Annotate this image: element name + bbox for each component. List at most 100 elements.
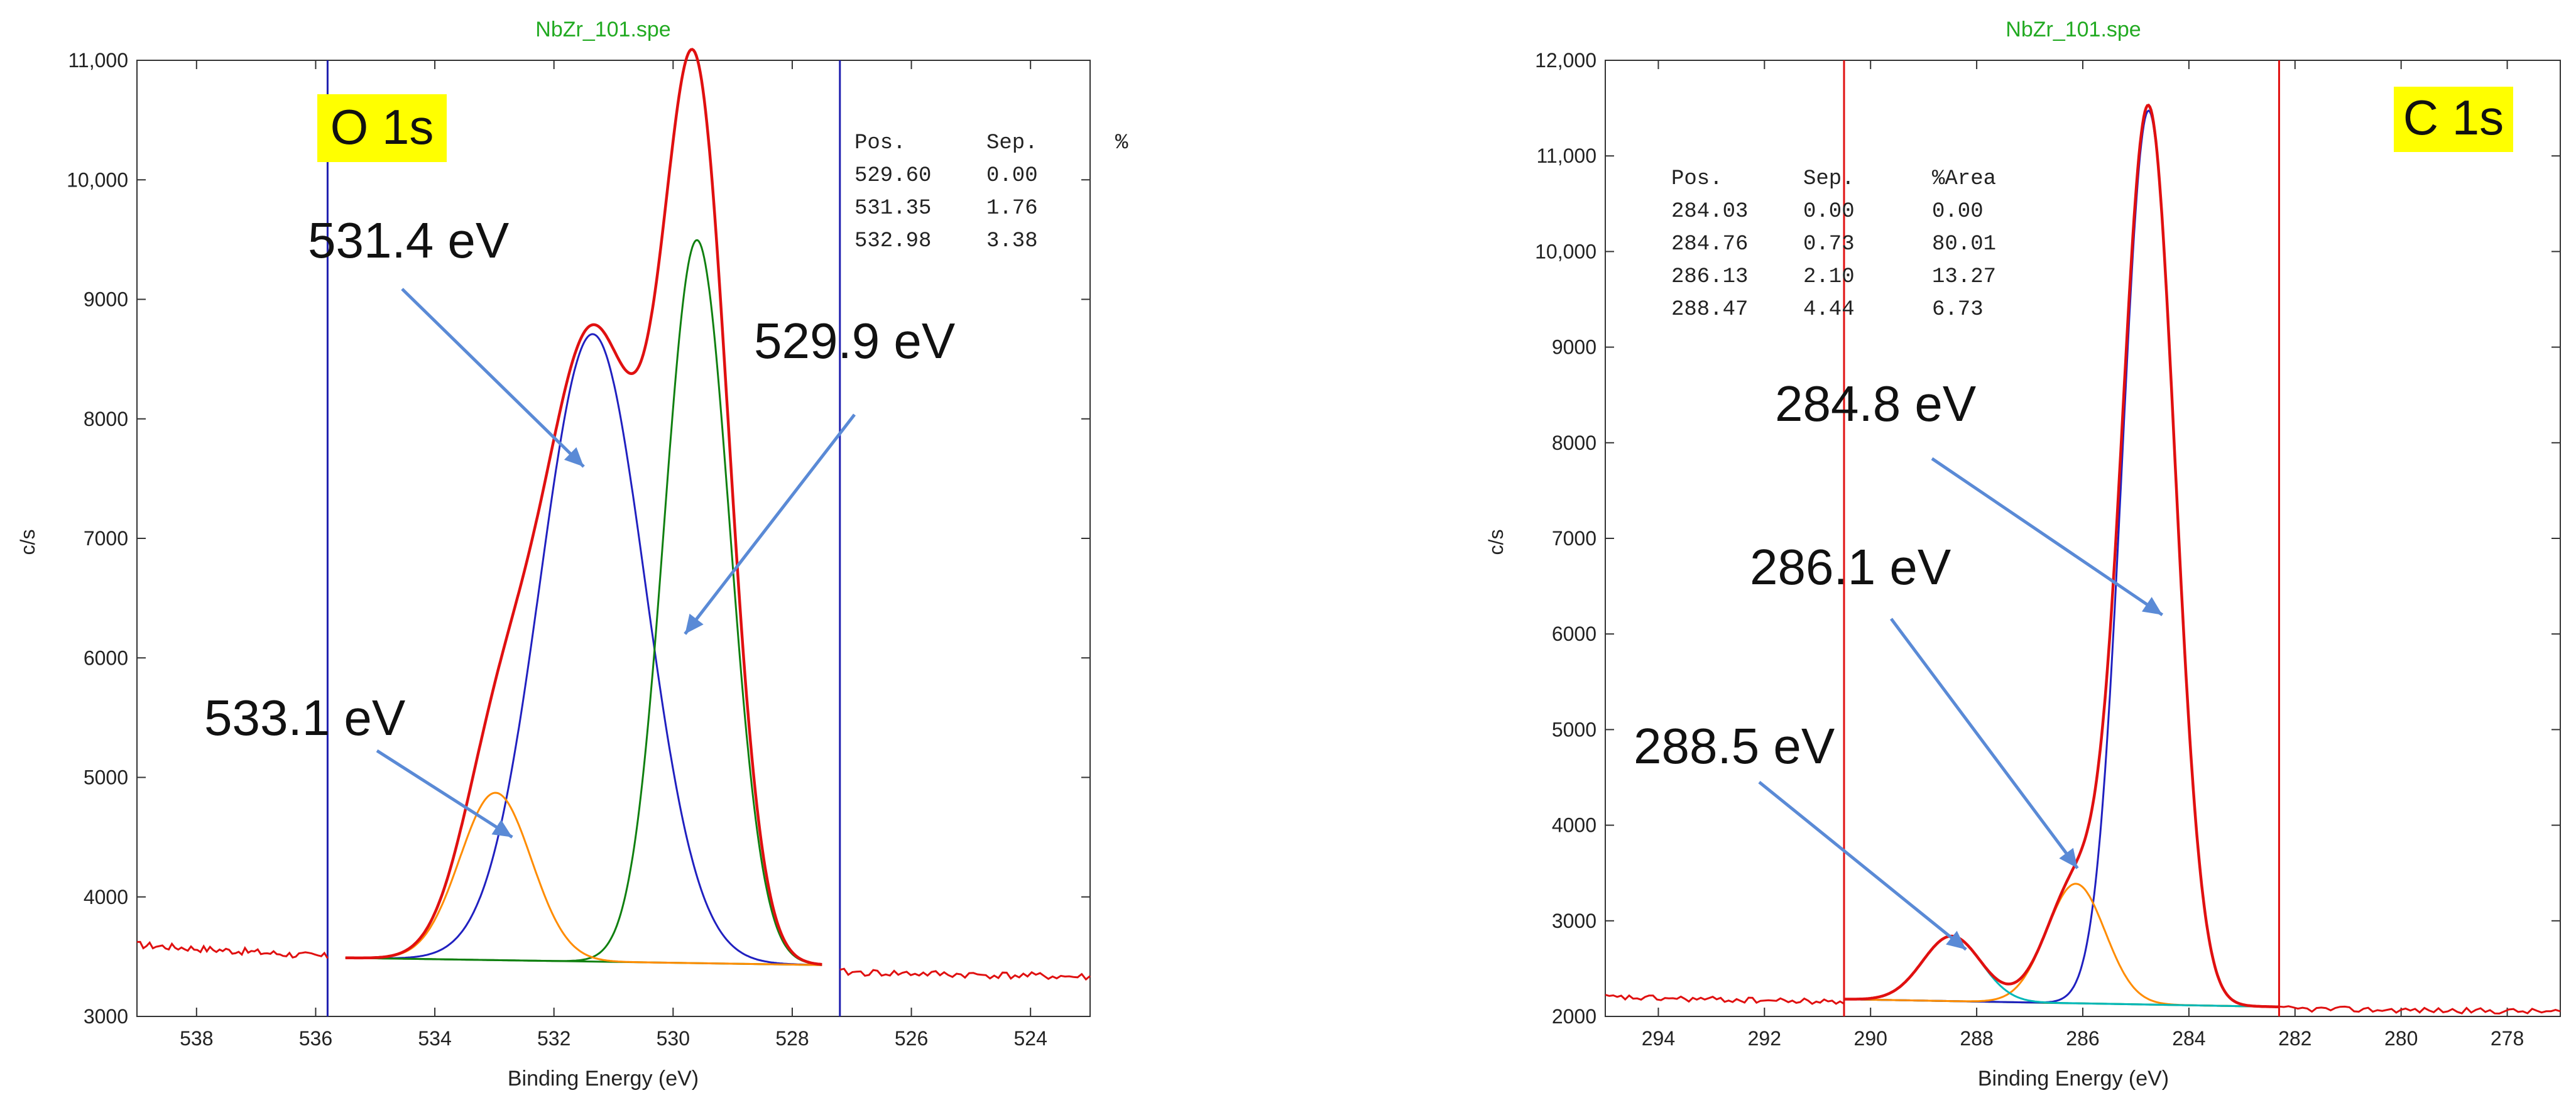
peak-annotation: 284.8 eV: [1775, 376, 1977, 432]
y-tick-label: 3000: [84, 1005, 128, 1028]
fit-table-header: %: [1115, 131, 1128, 155]
region-label-box: [317, 94, 447, 162]
series-layer: [1605, 103, 2561, 1015]
x-tick-label: 292: [1748, 1027, 1781, 1050]
fit-table-cell: 3.38: [986, 229, 1038, 253]
x-axis-label: Binding Energy (eV): [508, 1067, 699, 1091]
fit-table-cell: 0.00: [1932, 200, 1984, 224]
y-tick-label: 7000: [84, 527, 128, 550]
fit-table-cell: 286.13: [1671, 265, 1748, 289]
annotation-arrowhead: [2059, 847, 2078, 869]
c1s-spectrum-panel: NbZr_101.spe c/s Binding Energy (eV) 294…: [1485, 18, 2561, 1091]
y-axis-label: c/s: [1485, 530, 1507, 555]
region-label-text: O 1s: [330, 99, 434, 155]
x-tick-label: 280: [2384, 1027, 2418, 1050]
fit-table-header: Pos.: [1671, 167, 1723, 191]
y-tick-label: 11,000: [1537, 144, 1597, 167]
region-label: O 1s: [317, 94, 447, 162]
y-tick-label: 10,000: [67, 168, 128, 191]
y-tick-label: 5000: [1552, 718, 1596, 741]
peak-annotation: 529.9 eV: [754, 313, 956, 369]
peak-annotation: 533.1 eV: [204, 690, 406, 746]
x-tick-label: 530: [657, 1027, 690, 1050]
fit-table-header: Sep.: [1803, 167, 1855, 191]
x-tick-label: 538: [180, 1027, 213, 1050]
fit-table-cell: 0.00: [986, 164, 1038, 188]
fit-table-header: Pos.: [854, 131, 906, 155]
panel-title: NbZr_101.spe: [2006, 18, 2141, 41]
fit-table-cell: 532.98: [854, 229, 931, 253]
fit-table-cell: 0.00: [1803, 200, 1855, 224]
fit-table-cell: 2.10: [1803, 265, 1855, 289]
x-tick-label: 278: [2491, 1027, 2524, 1050]
y-axis-label: c/s: [16, 530, 39, 555]
y-tick-label: 6000: [1552, 623, 1596, 645]
x-tick-label: 532: [537, 1027, 570, 1050]
region-label-box: [2394, 87, 2513, 152]
y-tick-label: 7000: [1552, 527, 1596, 550]
region-label: C 1s: [2394, 87, 2513, 152]
annotation-arrow: [684, 413, 856, 635]
x-axis-label: Binding Energy (eV): [1978, 1067, 2169, 1091]
y-tick-label: 9000: [84, 288, 128, 311]
fit-table-header: Sep.: [986, 131, 1038, 155]
envelope-curve: [345, 48, 822, 966]
y-tick-label: 3000: [1552, 910, 1596, 932]
y-tick-label: 11,000: [68, 49, 129, 72]
y-tick-label: 12,000: [1535, 49, 1596, 72]
x-tick-label: 282: [2278, 1027, 2311, 1050]
component-curve: [345, 239, 822, 966]
annotation-arrowhead: [1946, 930, 1967, 950]
x-tick-label: 528: [775, 1027, 809, 1050]
annotations: 531.4 eV 529.9 eV 533.1 eV: [204, 212, 956, 839]
annotation-arrow: [1758, 781, 1967, 951]
peak-annotation: 286.1 eV: [1750, 539, 1951, 595]
y-tick-label: 2000: [1552, 1005, 1596, 1028]
axes: 538 536 534 532 530 528 526 524 3000 4000 5000 6000…: [67, 49, 1091, 1050]
peak-annotation: 531.4 eV: [308, 212, 510, 268]
envelope-curve: [1844, 103, 2279, 1009]
axes: 294 292 290 288 286 284 282 280 278 2000 3000 4000 5…: [1535, 49, 2561, 1050]
fit-table-cell: 4.44: [1803, 298, 1855, 322]
x-tick-label: 526: [895, 1027, 928, 1050]
raw-data-right: [839, 967, 1091, 981]
o1s-spectrum-panel: NbZr_101.spe c/s Binding Energy (eV) 538…: [16, 18, 1128, 1091]
x-tick-label: 294: [1642, 1027, 1675, 1050]
fit-region: [326, 60, 841, 1016]
peak-annotation: 288.5 eV: [1634, 718, 1835, 774]
x-tick-label: 284: [2172, 1027, 2205, 1050]
component-curve: [345, 333, 822, 966]
fit-region: [1843, 60, 2280, 1016]
raw-data-right: [2279, 1005, 2561, 1015]
y-tick-label: 4000: [1552, 814, 1596, 837]
fit-table-cell: 288.47: [1671, 298, 1748, 322]
series-layer: [137, 48, 1091, 981]
fit-table-cell: 0.73: [1803, 232, 1855, 256]
fit-table-cell: 1.76: [986, 197, 1038, 220]
component-curve: [345, 792, 822, 966]
y-tick-label: 9000: [1552, 336, 1596, 359]
fit-table-cell: 80.01: [1932, 232, 1996, 256]
panel-title: NbZr_101.spe: [535, 18, 670, 41]
fit-table-cell: 13.27: [1932, 265, 1996, 289]
x-tick-label: 288: [1960, 1027, 1993, 1050]
fit-table-header: %Area: [1932, 167, 1996, 191]
x-tick-label: 536: [299, 1027, 332, 1050]
raw-data-left: [137, 940, 329, 959]
raw-data-left: [1605, 994, 1845, 1005]
y-tick-label: 5000: [84, 766, 128, 789]
annotation-arrow: [1931, 457, 2164, 616]
annotation-arrowhead: [564, 447, 584, 467]
region-label-text: C 1s: [2403, 90, 2504, 145]
x-tick-label: 524: [1013, 1027, 1047, 1050]
x-tick-label: 286: [2066, 1027, 2099, 1050]
fit-table-cell: 284.03: [1671, 200, 1748, 224]
y-tick-label: 10,000: [1535, 240, 1596, 263]
fit-table: Pos. Sep. % 529.60 0.00 531.35 1.76 532.98 3.38: [854, 131, 1128, 253]
fit-table-cell: 529.60: [854, 164, 931, 188]
x-tick-label: 534: [418, 1027, 451, 1050]
fit-table-cell: 531.35: [854, 197, 931, 220]
annotation-arrowhead: [2142, 597, 2163, 615]
